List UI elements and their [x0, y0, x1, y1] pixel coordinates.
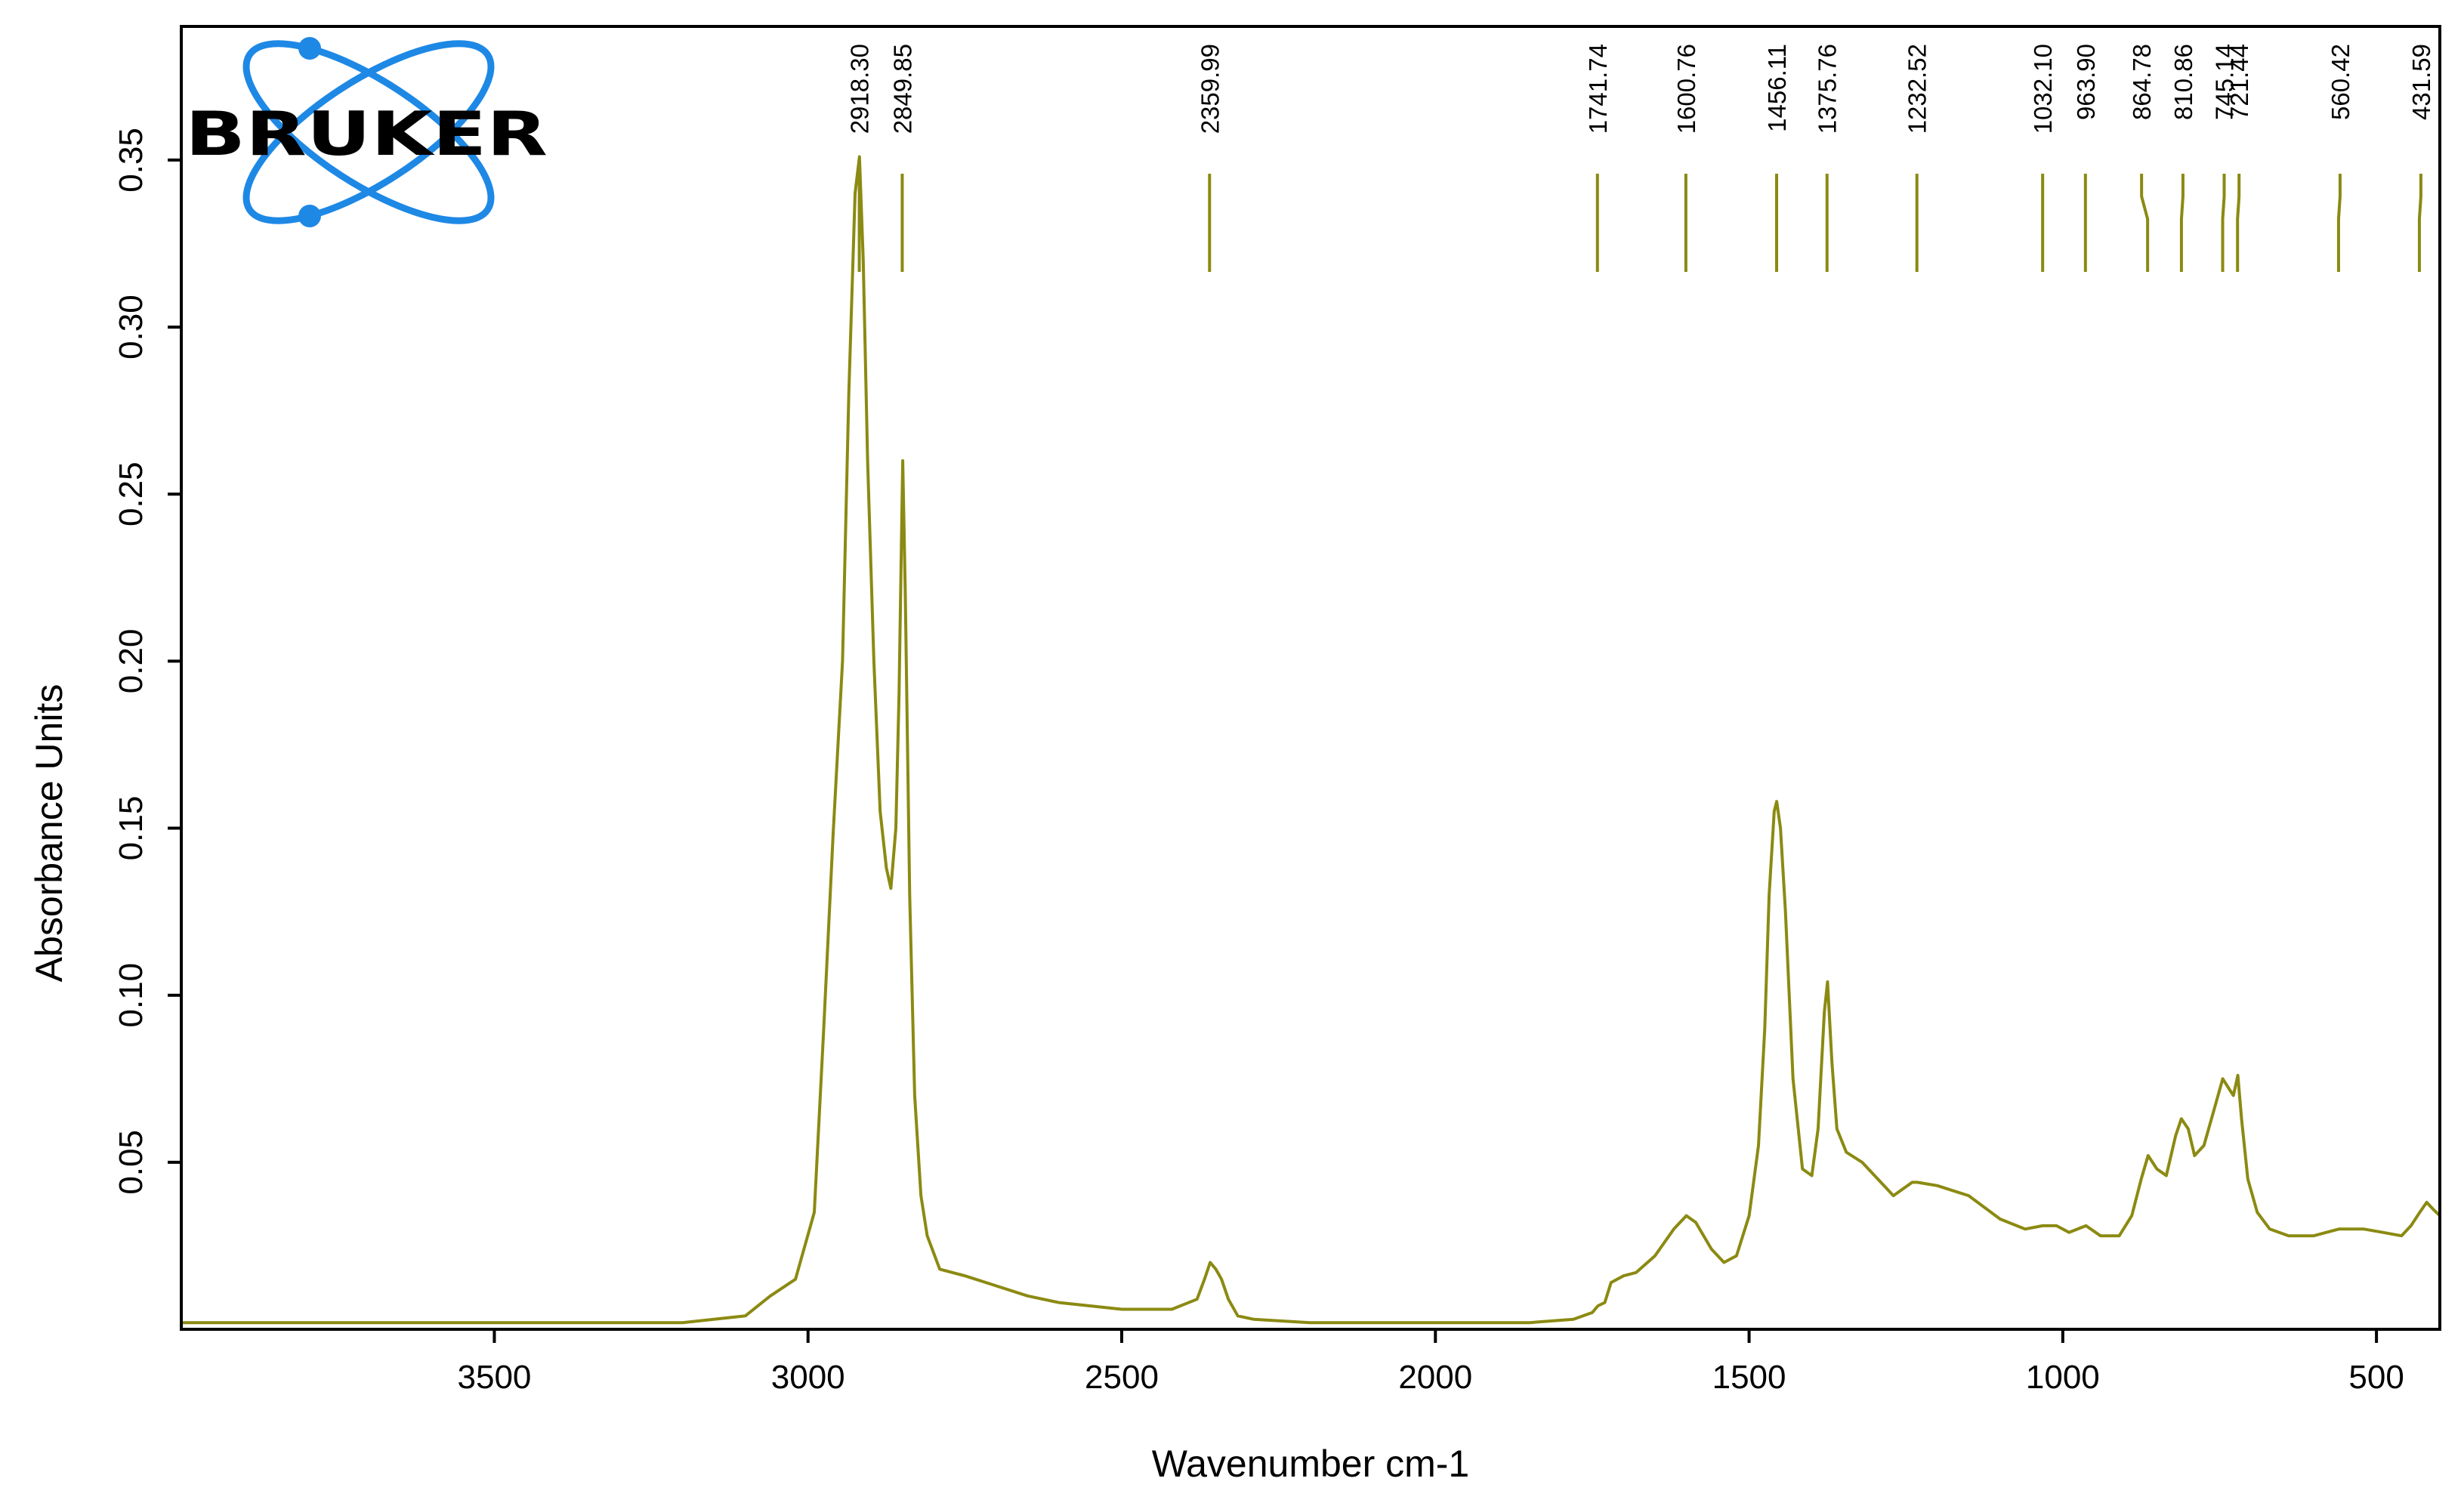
peak-label: 1456.11 [1763, 44, 1791, 132]
y-tick-label: 0.25 [113, 461, 150, 526]
peak-marker [2221, 174, 2226, 272]
y-tick-label: 0.30 [113, 295, 150, 360]
peak-label: 560.42 [2327, 44, 2354, 120]
peak-label: 431.59 [2407, 44, 2435, 120]
peak-marker [2417, 174, 2422, 272]
x-tick-label: 3500 [458, 1359, 532, 1396]
x-tick-label: 2000 [1398, 1359, 1472, 1396]
logo-wordmark: BRUKER [185, 99, 548, 169]
peak-label: 1232.52 [1904, 44, 1931, 134]
electron-bottom [298, 205, 321, 227]
spectrum-line [181, 155, 2441, 1325]
y-tick-label: 0.35 [113, 128, 150, 193]
peak-marker [2236, 174, 2241, 272]
y-tick-label: 0.20 [113, 629, 150, 694]
peak-label: 745.14 [2211, 44, 2239, 120]
x-tick-label: 1500 [1712, 1359, 1786, 1396]
bruker-logo: BRUKER [185, 37, 548, 227]
x-tick-label: 2500 [1085, 1359, 1159, 1396]
peak-label: 963.90 [2072, 44, 2100, 120]
x-tick-label: 1000 [2026, 1359, 2100, 1396]
atom-orbits-graphic [242, 40, 495, 224]
x-tick-label: 500 [2348, 1359, 2404, 1396]
electron-top [298, 37, 321, 60]
peak-label: 810.86 [2169, 44, 2197, 120]
y-tick-label: 0.15 [113, 796, 150, 861]
peak-label: 1600.76 [1672, 44, 1700, 134]
axis-ticks-group: 3500 3000 2500 2000 1500 1000 500 0.05 0.10 0.15 0… [113, 128, 2404, 1396]
orbit-ring-2 [242, 40, 495, 224]
peak-label: 864.78 [2128, 44, 2156, 120]
x-axis-title: Wavenumber cm-1 [1152, 1443, 1469, 1485]
peak-label: 2359.99 [1196, 44, 1224, 134]
orbit-ring-1 [242, 40, 495, 224]
peak-label: 1375.76 [1814, 44, 1842, 134]
y-tick-label: 0.05 [113, 1130, 150, 1195]
peak-label: 2918.30 [846, 44, 874, 134]
peak-marker [2179, 174, 2185, 272]
y-tick-label: 0.10 [113, 963, 150, 1028]
peak-label: 1741.74 [1584, 44, 1612, 134]
x-tick-label: 3000 [771, 1359, 845, 1396]
peak-label: 721.44 [2225, 44, 2253, 120]
peak-marker [2336, 174, 2342, 272]
peak-labels-group: 2918.30 2849.85 2359.99 1741.74 1600.76 1456.… [846, 44, 2435, 272]
peak-label: 1032.10 [2029, 44, 2057, 134]
y-axis-title: Absorbance Units [28, 684, 70, 983]
peak-label: 2849.85 [888, 44, 916, 134]
plot-frame [180, 25, 2441, 1331]
peak-marker [2140, 174, 2150, 272]
